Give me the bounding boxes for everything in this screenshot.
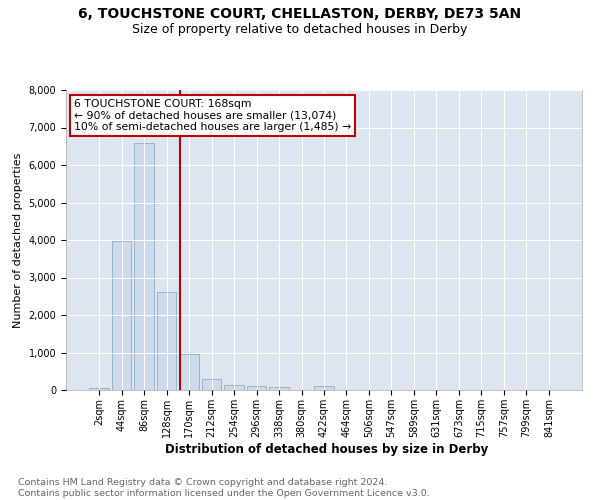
Text: 6, TOUCHSTONE COURT, CHELLASTON, DERBY, DE73 5AN: 6, TOUCHSTONE COURT, CHELLASTON, DERBY, … [79,8,521,22]
Bar [314,386,334,390]
Bar [134,142,154,390]
Bar [247,386,266,390]
Bar [202,378,221,390]
Text: Contains HM Land Registry data © Crown copyright and database right 2024.
Contai: Contains HM Land Registry data © Crown c… [18,478,430,498]
Bar [224,385,244,390]
Bar [89,388,109,390]
Bar [269,387,289,390]
Text: Size of property relative to detached houses in Derby: Size of property relative to detached ho… [133,22,467,36]
Bar [157,292,176,390]
Y-axis label: Number of detached properties: Number of detached properties [13,152,23,328]
Bar [179,354,199,390]
Text: Distribution of detached houses by size in Derby: Distribution of detached houses by size … [166,442,488,456]
Text: 6 TOUCHSTONE COURT: 168sqm
← 90% of detached houses are smaller (13,074)
10% of : 6 TOUCHSTONE COURT: 168sqm ← 90% of deta… [74,99,351,132]
Bar [112,241,131,390]
